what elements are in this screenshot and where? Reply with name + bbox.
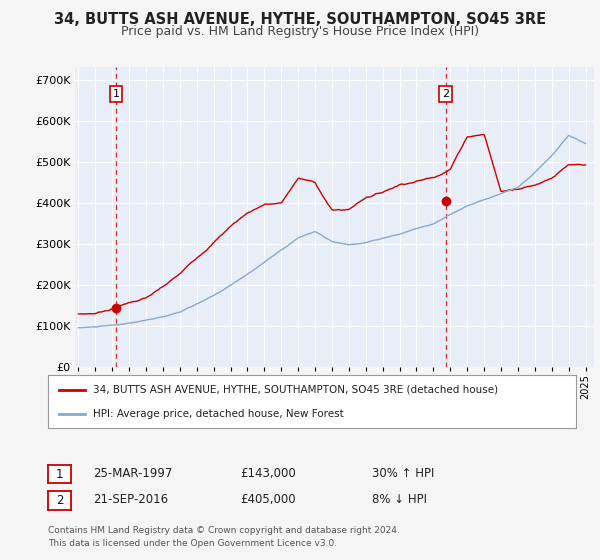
Text: 1: 1 (112, 89, 119, 99)
Text: HPI: Average price, detached house, New Forest: HPI: Average price, detached house, New … (93, 409, 344, 419)
Text: 8% ↓ HPI: 8% ↓ HPI (372, 493, 427, 506)
Text: £405,000: £405,000 (240, 493, 296, 506)
Text: 30% ↑ HPI: 30% ↑ HPI (372, 466, 434, 480)
Text: This data is licensed under the Open Government Licence v3.0.: This data is licensed under the Open Gov… (48, 539, 337, 548)
Text: Contains HM Land Registry data © Crown copyright and database right 2024.: Contains HM Land Registry data © Crown c… (48, 526, 400, 535)
Text: 1: 1 (56, 468, 63, 480)
Text: Price paid vs. HM Land Registry's House Price Index (HPI): Price paid vs. HM Land Registry's House … (121, 25, 479, 38)
Text: 34, BUTTS ASH AVENUE, HYTHE, SOUTHAMPTON, SO45 3RE: 34, BUTTS ASH AVENUE, HYTHE, SOUTHAMPTON… (54, 12, 546, 27)
Text: 2: 2 (442, 89, 449, 99)
Text: 34, BUTTS ASH AVENUE, HYTHE, SOUTHAMPTON, SO45 3RE (detached house): 34, BUTTS ASH AVENUE, HYTHE, SOUTHAMPTON… (93, 385, 498, 395)
Text: 21-SEP-2016: 21-SEP-2016 (93, 493, 168, 506)
Text: 25-MAR-1997: 25-MAR-1997 (93, 466, 172, 480)
Text: £143,000: £143,000 (240, 466, 296, 480)
Text: 2: 2 (56, 494, 63, 507)
